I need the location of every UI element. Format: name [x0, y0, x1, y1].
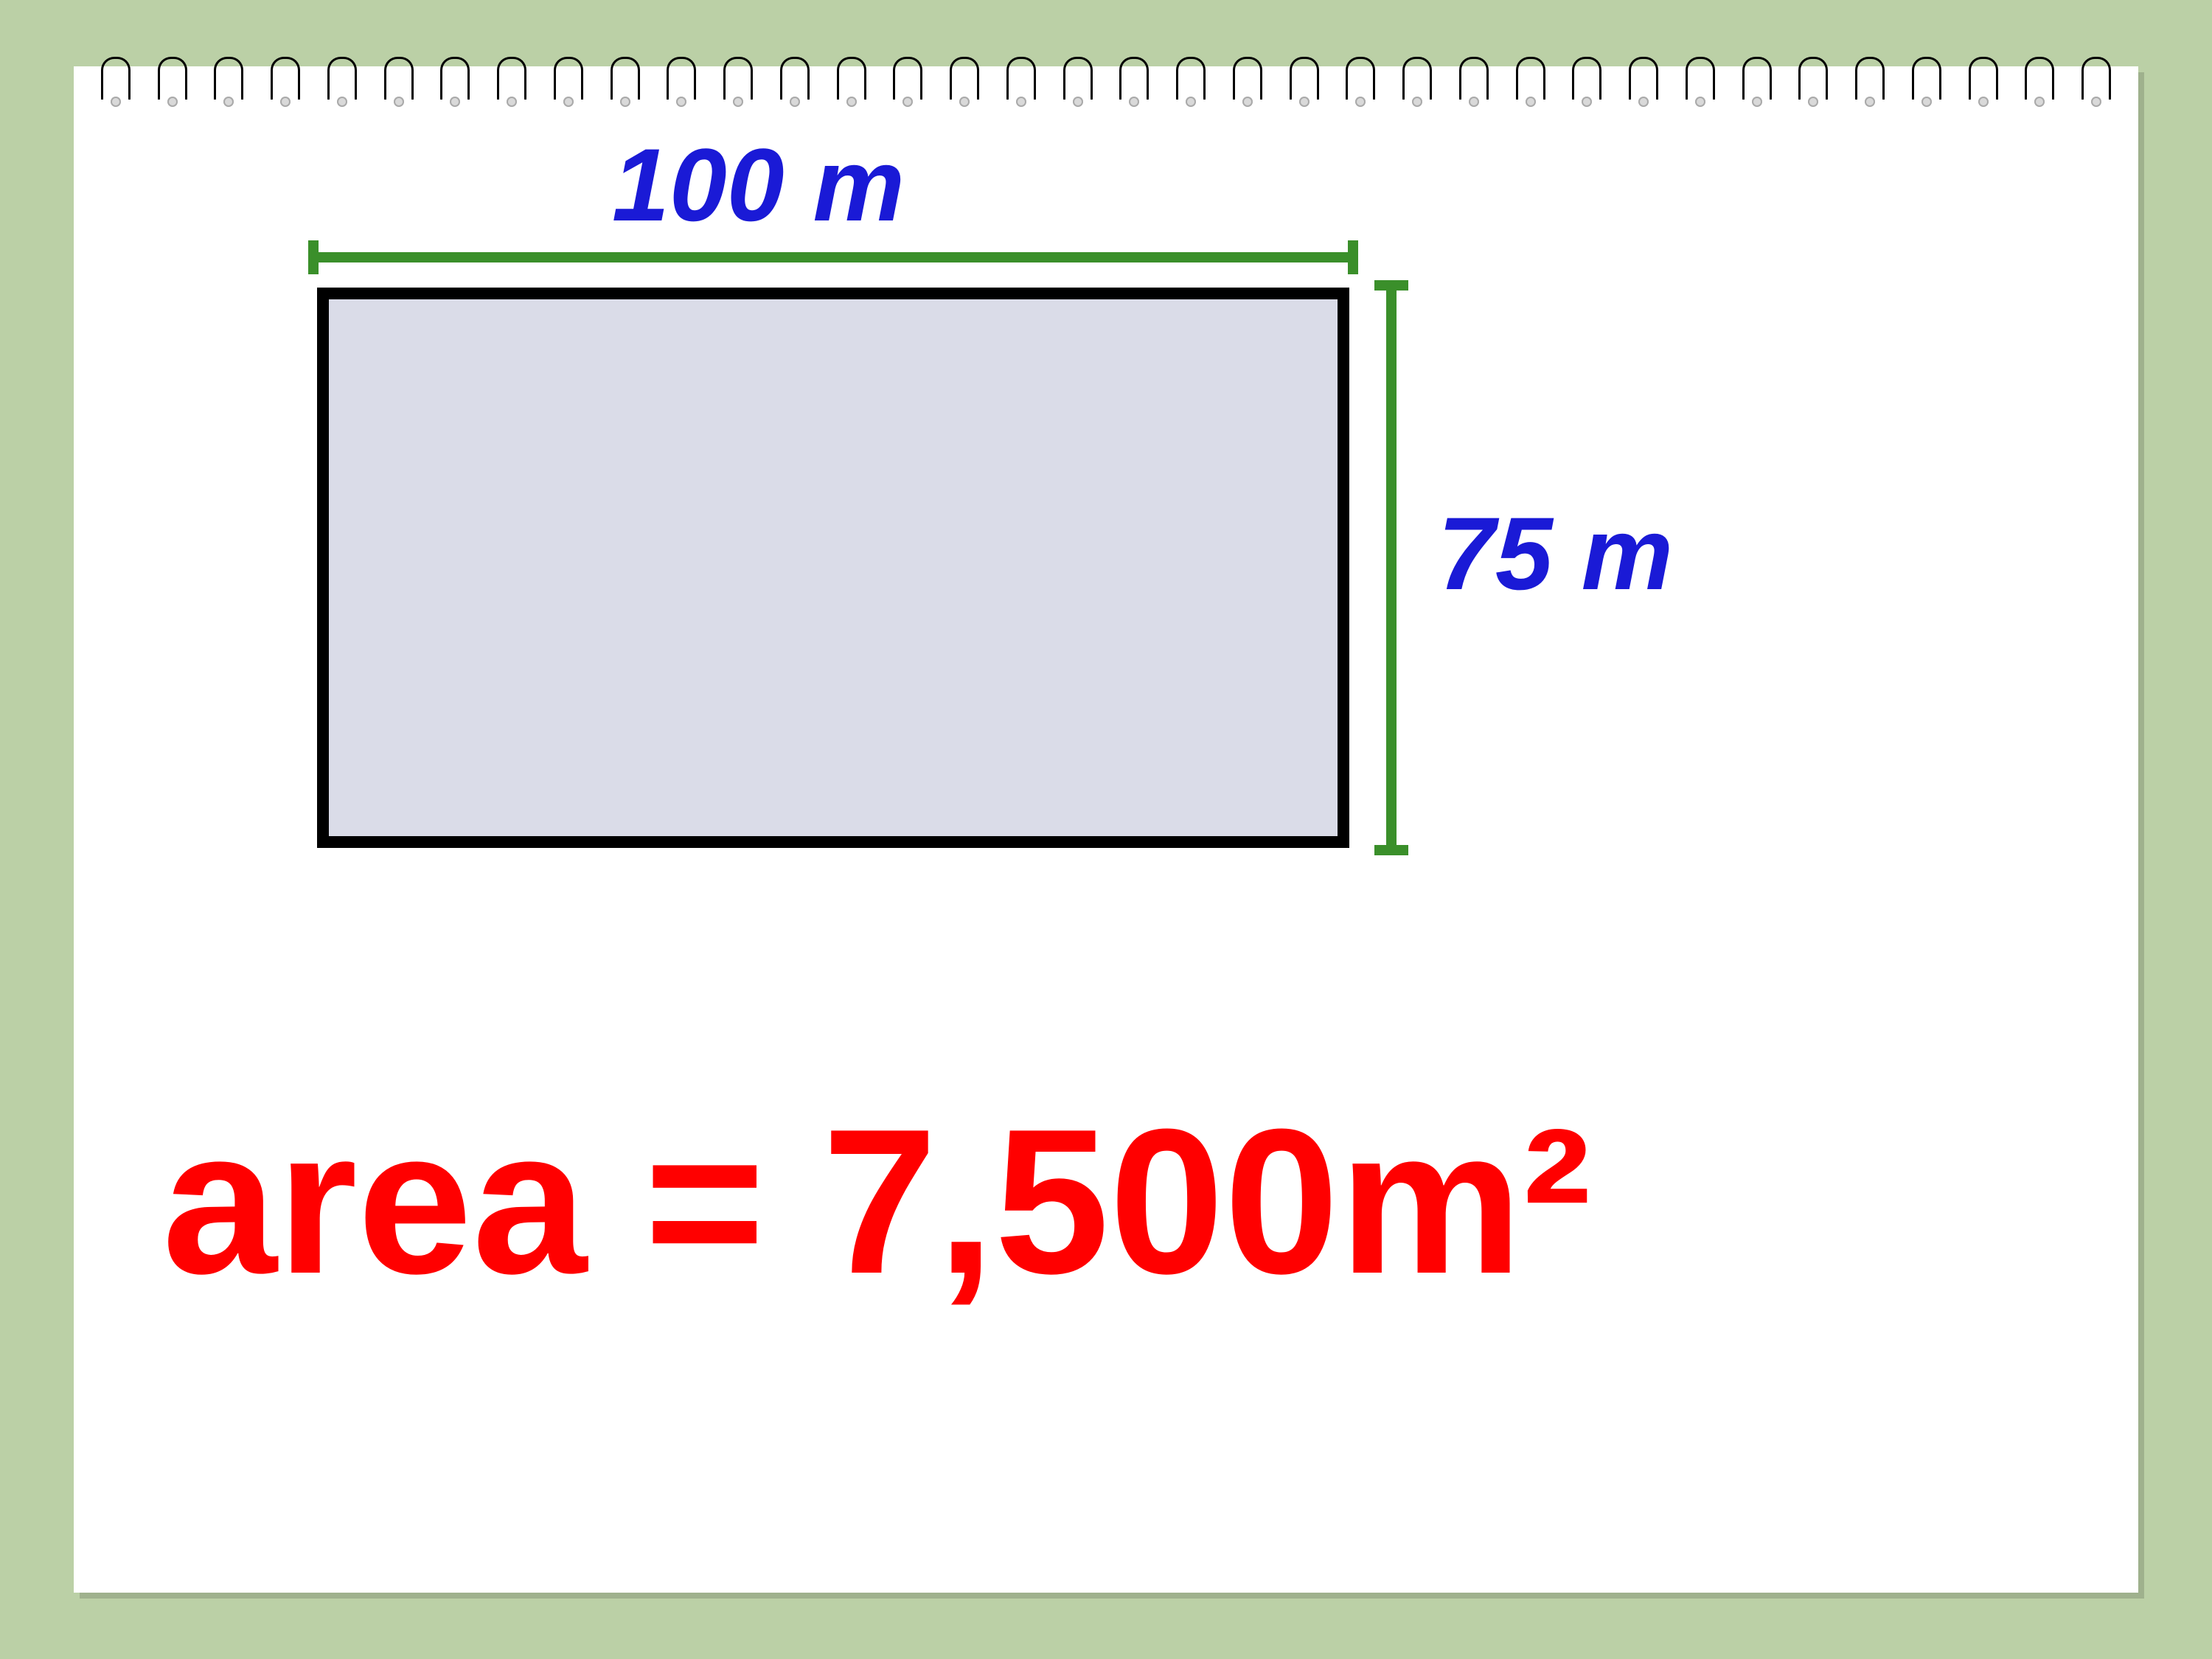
width-dimension-cap-right	[1348, 240, 1358, 274]
width-dimension-cap-left	[308, 240, 319, 274]
height-dimension-bar	[1386, 280, 1397, 855]
diagram-stage: 100 m 75 m area = 7,500m²	[74, 66, 2138, 1593]
notebook-paper: 100 m 75 m area = 7,500m²	[74, 66, 2138, 1593]
width-dimension-label: 100 m	[612, 125, 905, 245]
width-dimension-bar	[308, 252, 1358, 262]
height-dimension-cap-top	[1374, 280, 1408, 291]
height-dimension-label: 75 m	[1438, 494, 1673, 613]
area-rectangle	[317, 288, 1349, 848]
height-dimension-cap-bottom	[1374, 845, 1408, 855]
area-result-label: area = 7,500m²	[162, 1084, 1591, 1321]
